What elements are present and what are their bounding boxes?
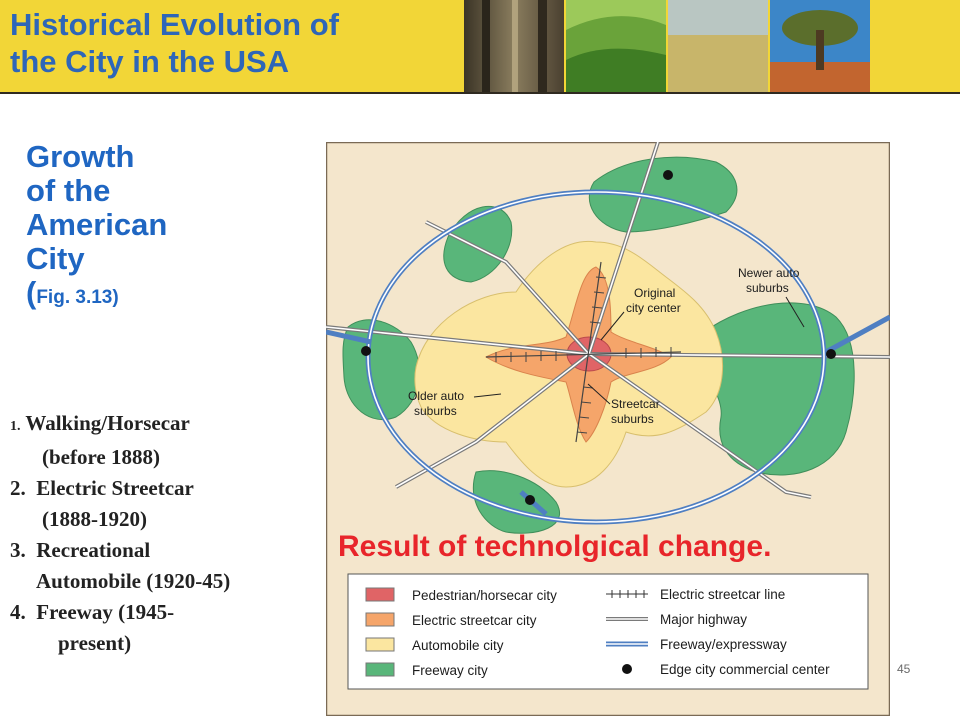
swatch-pedestrian <box>365 587 395 602</box>
list-item-cont: (1888-1920) <box>42 507 147 531</box>
item-label: Freeway (1945- <box>36 600 175 624</box>
legend-label: Pedestrian/horsecar city <box>412 588 557 603</box>
symbol-black-dot <box>622 664 632 674</box>
item-label: Electric Streetcar <box>36 476 194 500</box>
swatch-automobile <box>365 637 395 652</box>
list-item-cont: (before 1888) <box>42 445 160 469</box>
figure-reference: (Fig. 3.13) <box>26 276 306 315</box>
desert-tree-photo <box>770 0 870 92</box>
highway-centerlines <box>326 142 890 498</box>
list-item: 1. Walking/Horsecar <box>10 408 310 442</box>
list-item: 4. Freeway (1945- <box>10 597 310 628</box>
item-label: Walking/Horsecar <box>25 411 190 435</box>
open-paren: ( <box>26 275 37 310</box>
page-number: 45 <box>897 662 911 676</box>
list-item-cont: present) <box>58 631 132 655</box>
item-number: 3. <box>10 538 26 562</box>
label-original-center-1: Original <box>634 286 675 300</box>
legend-box <box>347 573 869 690</box>
legend-label: Edge city commercial center <box>660 662 830 677</box>
section-heading: Growth of the American City (Fig. 3.13) <box>26 140 306 315</box>
list-item: 3. Recreational <box>10 535 310 566</box>
swatch-streetcar <box>365 612 395 627</box>
legend-label: Freeway city <box>412 663 488 678</box>
annotation-text: Result of technolgical change. <box>338 530 772 563</box>
item-number: 2. <box>10 476 26 500</box>
freeway-city-zones <box>342 156 855 534</box>
list-item-cont: Automobile (1920-45) <box>36 569 231 593</box>
field-photo <box>668 0 768 92</box>
edge-city-centers <box>361 170 836 505</box>
list-item: 2. Electric Streetcar <box>10 473 310 504</box>
map-legend: Pedestrian/horsecar city Electric street… <box>347 573 869 690</box>
edge-city-dot <box>525 495 535 505</box>
legend-label: Freeway/expressway <box>660 637 787 652</box>
heading-line: Growth <box>26 139 135 174</box>
heading-line: City <box>26 241 85 276</box>
heading-line: of the <box>26 173 111 208</box>
title-line-2: the City in the USA <box>10 44 290 79</box>
city-growth-map: Newer auto suburbs Original city center … <box>326 142 890 716</box>
grass-hill-photo <box>566 0 666 92</box>
item-label: Recreational <box>36 538 151 562</box>
label-older-suburbs-2: suburbs <box>414 404 457 418</box>
label-streetcar-suburbs-1: Streetcar <box>611 397 660 411</box>
label-streetcar-suburbs-2: suburbs <box>611 412 654 426</box>
header-bar: Historical Evolution of the City in the … <box>0 0 960 94</box>
legend-label: Electric streetcar city <box>412 613 537 628</box>
item-number: 1. <box>10 419 21 434</box>
map-labels: Newer auto suburbs Original city center … <box>408 266 805 426</box>
label-newer-suburbs-1: Newer auto <box>738 266 800 280</box>
edge-city-dot <box>361 346 371 356</box>
zone-west <box>342 319 420 421</box>
era-list: 1. Walking/Horsecar (before 1888) 2. Ele… <box>10 408 310 659</box>
symbol-track-line <box>606 590 648 598</box>
label-original-center-2: city center <box>626 301 681 315</box>
zone-north <box>588 156 738 233</box>
edge-city-dot <box>826 349 836 359</box>
swatch-freeway <box>365 662 395 677</box>
label-newer-suburbs-2: suburbs <box>746 281 789 295</box>
legend-label: Automobile city <box>412 638 504 653</box>
edge-city-dot <box>663 170 673 180</box>
heading-line: American <box>26 207 168 242</box>
streetcar-ties <box>495 276 672 434</box>
label-older-suburbs-1: Older auto <box>408 389 464 403</box>
legend-label: Electric streetcar line <box>660 587 785 602</box>
item-number: 4. <box>10 600 26 624</box>
fig-ref: Fig. 3.13) <box>36 287 119 308</box>
slide-title: Historical Evolution of the City in the … <box>10 6 450 80</box>
legend-label: Major highway <box>660 612 747 627</box>
forest-photo <box>464 0 564 92</box>
title-line-1: Historical Evolution of <box>10 7 339 42</box>
